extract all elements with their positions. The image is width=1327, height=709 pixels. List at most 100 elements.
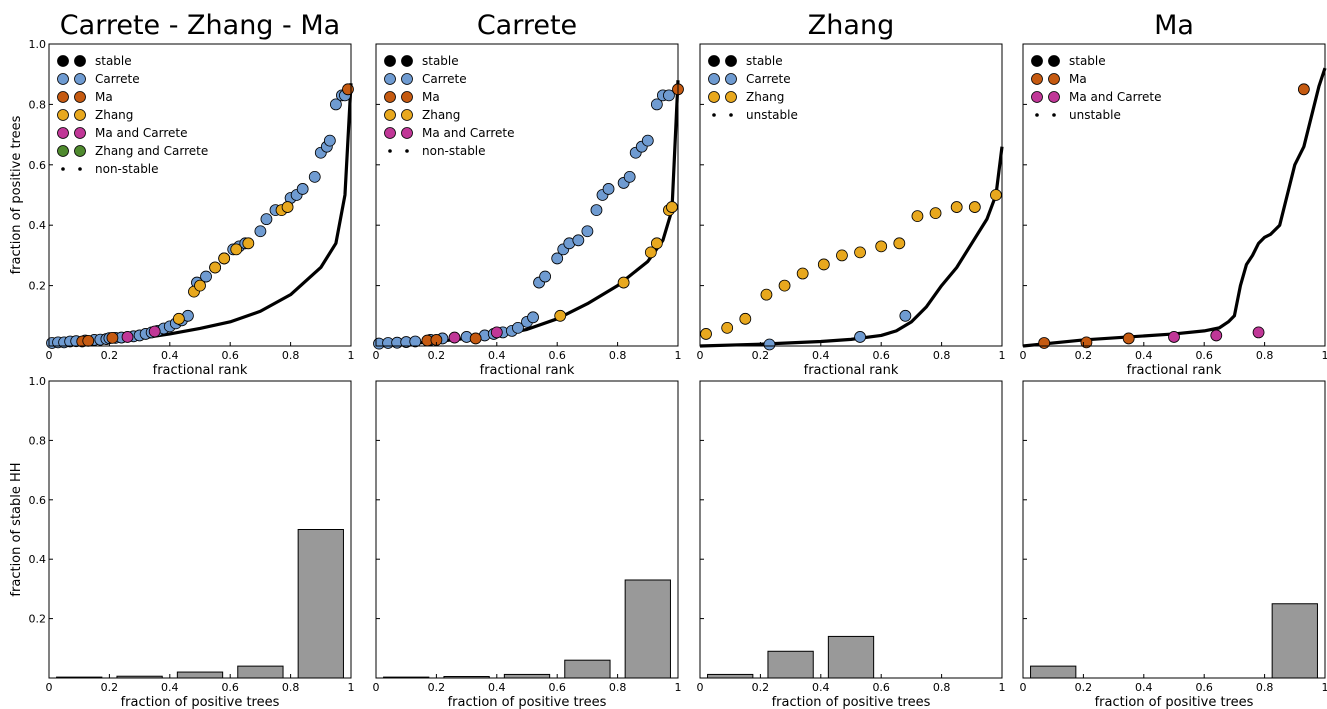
legend-marker	[57, 91, 69, 103]
legend-marker	[1052, 113, 1056, 117]
y-tick-label: 0.2	[29, 613, 47, 626]
chart-title: Ma	[1154, 10, 1194, 41]
x-tick-label: 0.6	[872, 349, 890, 362]
legend-marker	[1031, 73, 1043, 85]
legend-label: unstable	[746, 108, 798, 122]
data-point	[242, 237, 255, 250]
data-point	[512, 321, 524, 334]
data-point	[572, 234, 585, 247]
legend-marker	[57, 73, 69, 85]
legend-label: stable	[1069, 54, 1106, 68]
data-point	[209, 261, 222, 274]
x-tick-label: 0.4	[812, 349, 830, 362]
legend-marker	[725, 91, 737, 103]
x-tick-label: 1	[675, 349, 682, 362]
data-point	[950, 201, 963, 213]
legend-marker	[708, 91, 720, 103]
legend-marker	[401, 91, 413, 103]
data-point	[1038, 337, 1051, 349]
x-tick-label: 0.6	[548, 681, 566, 694]
histogram-bar	[624, 579, 671, 679]
legend-label: Zhang	[95, 108, 133, 122]
data-point	[1297, 83, 1310, 96]
data-point	[1252, 326, 1265, 339]
x-tick-label: 0.2	[752, 349, 770, 362]
x-tick-label: 0.4	[161, 681, 179, 694]
x-tick-label: 1	[1322, 681, 1327, 694]
legend-marker	[1031, 91, 1043, 103]
y-axis-label: fraction of stable HH	[9, 462, 24, 596]
x-axis-label: fractional rank	[480, 363, 575, 378]
legend-label: Ma and Carrete	[422, 126, 515, 140]
data-point	[760, 288, 773, 301]
data-point	[650, 237, 663, 250]
legend-marker	[74, 145, 86, 157]
legend-marker	[712, 113, 716, 117]
x-tick-label: 0.6	[221, 681, 239, 694]
data-point	[260, 213, 273, 226]
data-point	[121, 331, 134, 343]
x-tick-label: 0.8	[282, 349, 300, 362]
legend-label: stable	[746, 54, 783, 68]
legend-label: stable	[95, 54, 132, 68]
data-point	[796, 267, 809, 280]
legend-marker	[725, 73, 737, 85]
legend-marker	[74, 109, 86, 121]
legend-marker	[61, 167, 65, 171]
x-tick-label: 1	[999, 349, 1006, 362]
x-tick-label: 0.8	[609, 349, 627, 362]
x-tick-label: 0.4	[161, 349, 179, 362]
data-point	[106, 331, 119, 344]
plot-frame	[375, 380, 679, 679]
x-tick-label: 0.6	[1195, 681, 1213, 694]
legend-marker	[57, 55, 69, 67]
data-point	[854, 246, 866, 259]
chart-title: Zhang	[808, 10, 894, 41]
data-point	[148, 325, 161, 338]
legend-label: non-stable	[95, 162, 159, 176]
panel-0: Carrete - Zhang - Ma 0 0.2 0.4 0.6 0.8 1 0.2 0.4…	[9, 10, 355, 378]
y-tick-label: 0.4	[29, 219, 47, 232]
non-stable-curve	[699, 146, 1004, 348]
x-tick-label: 0	[46, 349, 53, 362]
x-tick-label: 0.6	[548, 349, 566, 362]
data-point	[700, 328, 712, 340]
histogram-bar	[767, 650, 814, 679]
x-tick-label: 0.8	[282, 681, 300, 694]
legend-label: unstable	[1069, 108, 1121, 122]
data-point	[539, 270, 552, 283]
legend-marker	[1035, 113, 1039, 117]
panel-7: 0 0.2 0.4 0.6 0.8 1 fraction of positive trees	[1020, 380, 1327, 709]
legend-marker	[384, 73, 396, 85]
x-tick-label: 0	[373, 349, 380, 362]
histogram-bar	[237, 665, 284, 679]
legend-marker	[401, 109, 413, 121]
legend-marker	[57, 109, 69, 121]
legend-marker	[57, 127, 69, 139]
data-point	[739, 312, 752, 325]
histogram-bar	[707, 673, 754, 679]
data-point	[448, 331, 461, 344]
y-tick-label: 0.8	[29, 98, 47, 111]
x-tick-label: 0	[1020, 349, 1027, 362]
x-axis-label: fractional rank	[153, 363, 248, 378]
legend-marker	[74, 127, 86, 139]
x-tick-label: 0.2	[101, 349, 119, 362]
legend-marker	[725, 55, 737, 67]
data-point	[617, 276, 630, 289]
plot-frame	[375, 43, 679, 347]
histogram-bar	[1030, 665, 1077, 679]
legend-label: stable	[422, 54, 459, 68]
legend-marker	[384, 55, 396, 67]
legend-marker	[405, 149, 409, 153]
x-tick-label: 0.2	[101, 681, 119, 694]
histogram-bar	[1271, 603, 1318, 679]
y-axis-label: fraction of positive trees	[9, 115, 24, 274]
data-point	[296, 183, 309, 195]
x-tick-label: 0.4	[488, 349, 506, 362]
data-point	[1210, 329, 1223, 342]
plot-frame	[699, 43, 1003, 347]
data-point	[194, 279, 206, 292]
legend-marker	[78, 167, 82, 171]
x-tick-label: 0.6	[1195, 349, 1213, 362]
